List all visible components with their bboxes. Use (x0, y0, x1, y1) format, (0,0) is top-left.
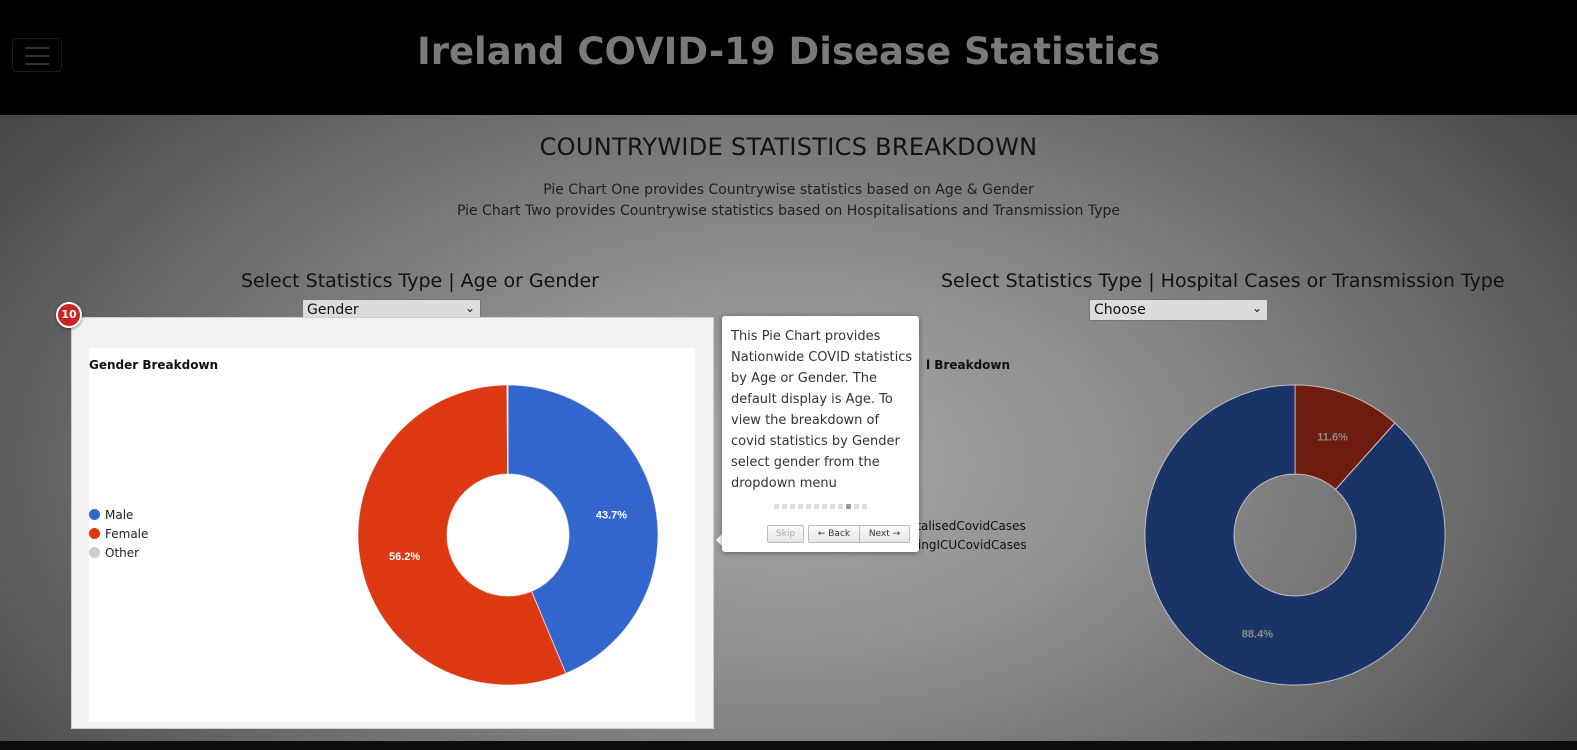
legend-label: Male (105, 508, 134, 522)
legend-dot-icon (89, 547, 100, 558)
tour-bullet[interactable] (790, 504, 795, 509)
tour-bullet[interactable] (782, 504, 787, 509)
next-button[interactable]: Next → (859, 525, 910, 543)
legend-item-other[interactable]: Other (89, 546, 139, 560)
chevron-down-icon: ⌄ (1251, 301, 1262, 315)
tour-tooltip: This Pie Chart provides Nationwide COVID… (722, 316, 919, 552)
chart2-legend-item: italisedCovidCases (913, 519, 1026, 533)
tour-progress-bullets (722, 504, 919, 509)
tooltip-arrow-icon (716, 534, 722, 546)
menu-toggle-button[interactable] (12, 38, 62, 72)
tour-bullet[interactable] (774, 504, 779, 509)
chart2-title-fragment: l Breakdown (926, 358, 1011, 372)
gender-donut-slice-label-0: 43.7% (596, 509, 627, 521)
tour-bullet[interactable] (854, 504, 859, 509)
hospital-transmission-select-label: Select Statistics Type | Hospital Cases … (941, 270, 1505, 292)
skip-button[interactable]: Skip (767, 525, 804, 543)
gender-donut-slice-label-1: 56.2% (389, 551, 420, 563)
hospital-donut-slice-label-1: 88.4% (1242, 629, 1273, 641)
gender-donut-slice-2[interactable] (506, 384, 509, 475)
legend-label: Female (105, 527, 149, 541)
age-gender-select-value: Gender (307, 302, 359, 318)
hospital-transmission-select[interactable]: Choose ⌄ (1089, 299, 1268, 321)
chevron-down-icon: ⌄ (464, 301, 475, 315)
chart2-legend-item: ringICUCovidCases (913, 538, 1027, 552)
back-button[interactable]: ← Back (808, 525, 860, 543)
hamburger-icon (25, 55, 49, 57)
section-description-1: Pie Chart One provides Countrywise stati… (543, 182, 1034, 198)
tour-bullet[interactable] (798, 504, 803, 509)
gender-donut-slice-0[interactable] (507, 384, 659, 675)
tour-bullet[interactable] (814, 504, 819, 509)
legend-dot-icon (89, 509, 100, 520)
gender-donut-slice-1[interactable] (357, 384, 567, 686)
tour-bullet[interactable] (838, 504, 843, 509)
age-gender-select[interactable]: Gender ⌄ (302, 299, 481, 321)
legend-item-male[interactable]: Male (89, 508, 133, 522)
tour-step-badge: 10 (56, 302, 82, 328)
section-title: COUNTRYWIDE STATISTICS BREAKDOWN (539, 133, 1038, 161)
hamburger-icon (25, 47, 49, 49)
hamburger-icon (25, 63, 49, 65)
footer-strip (0, 741, 1577, 750)
hospital-donut-slice-1[interactable] (1144, 384, 1446, 686)
tour-tooltip-text: This Pie Chart provides Nationwide COVID… (731, 329, 913, 491)
gender-donut-chart: 43.7% 56.2% (357, 384, 659, 686)
legend-item-female[interactable]: Female (89, 527, 148, 541)
top-navbar: Ireland COVID-19 Disease Statistics (0, 0, 1577, 115)
gender-chart-title: Gender Breakdown (89, 358, 219, 372)
legend-label: Other (105, 546, 140, 560)
section-description-2: Pie Chart Two provides Countrywise stati… (456, 203, 1121, 219)
tour-bullet[interactable] (862, 504, 867, 509)
age-gender-select-label: Select Statistics Type | Age or Gender (241, 270, 599, 292)
hospital-donut-slice-label-0: 11.6% (1317, 431, 1348, 443)
hospital-donut-chart: 11.6% 88.4% (1144, 384, 1446, 686)
tour-bullet[interactable] (846, 504, 851, 509)
tour-bullet[interactable] (822, 504, 827, 509)
tour-bullet[interactable] (806, 504, 811, 509)
hospital-transmission-select-value: Choose (1094, 302, 1146, 318)
site-title: Ireland COVID-19 Disease Statistics (416, 30, 1161, 73)
legend-dot-icon (89, 528, 100, 539)
tour-bullet[interactable] (830, 504, 835, 509)
